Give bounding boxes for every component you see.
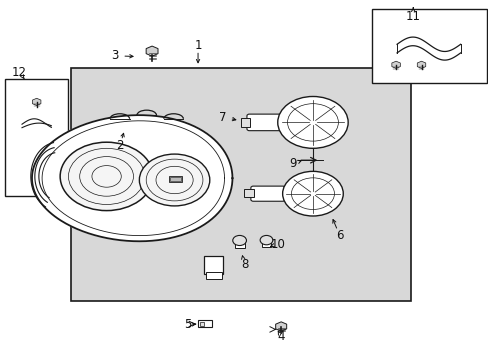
Bar [204, 256, 223, 274]
Circle shape [232, 235, 246, 246]
Text: 8: 8 [240, 258, 248, 271]
Text: 11: 11 [405, 10, 420, 23]
Bar [71, 68, 410, 301]
Polygon shape [22, 119, 51, 133]
Bar [371, 9, 486, 83]
Bar [205, 272, 221, 279]
FancyBboxPatch shape [246, 114, 283, 131]
Bar [5, 79, 68, 196]
Bar [244, 189, 254, 197]
Circle shape [60, 142, 153, 211]
Circle shape [139, 154, 209, 206]
Bar [199, 322, 204, 326]
Text: 2: 2 [116, 139, 123, 152]
Text: 1: 1 [194, 39, 202, 51]
Bar [240, 118, 250, 127]
Circle shape [260, 235, 272, 245]
Text: 12: 12 [12, 66, 27, 78]
Circle shape [277, 96, 347, 148]
Text: 7: 7 [218, 111, 226, 123]
Bar [168, 176, 182, 182]
Circle shape [282, 171, 343, 216]
Polygon shape [32, 115, 232, 241]
Text: 5: 5 [184, 318, 192, 331]
Text: 4: 4 [277, 330, 285, 343]
Bar [261, 240, 271, 247]
Bar [170, 177, 181, 181]
Bar [198, 320, 211, 327]
Text: 3: 3 [111, 49, 119, 62]
Text: 6: 6 [335, 229, 343, 242]
Text: 10: 10 [270, 238, 285, 251]
Text: 9: 9 [289, 157, 297, 170]
Bar [234, 240, 245, 248]
FancyBboxPatch shape [250, 186, 285, 201]
